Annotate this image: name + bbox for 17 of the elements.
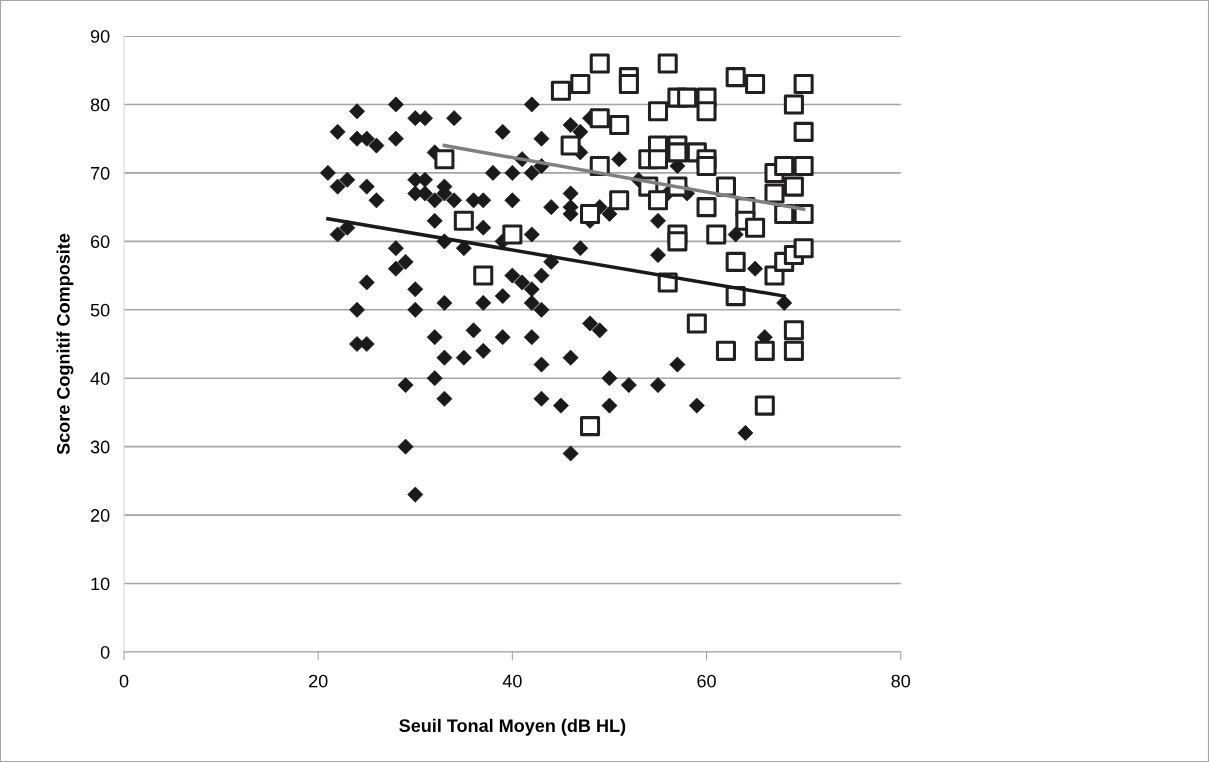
y-tick-label: 30 [90,440,110,454]
y-tick-label: 10 [91,577,110,591]
y-tick-label: 40 [90,372,110,385]
x-tick-label: 20 [309,674,328,688]
y-tick-label: 60 [90,235,110,249]
y-tick-label: 70 [91,166,110,180]
y-tick-label: 20 [90,509,110,522]
y-axis-title: Score Cognitif Composite [56,233,74,455]
y-tick-label: 50 [90,303,110,317]
x-tick-label: 80 [891,674,911,688]
x-axis-title: Seuil Tonal Moyen (dB HL) [399,718,626,736]
x-tick-label: 60 [697,674,716,688]
y-tick-label: 80 [90,98,110,112]
x-tick-label: 0 [119,674,129,688]
y-tick-label: 0 [100,645,110,659]
x-tick-label: 40 [502,674,522,688]
y-tick-label: 90 [90,29,110,43]
